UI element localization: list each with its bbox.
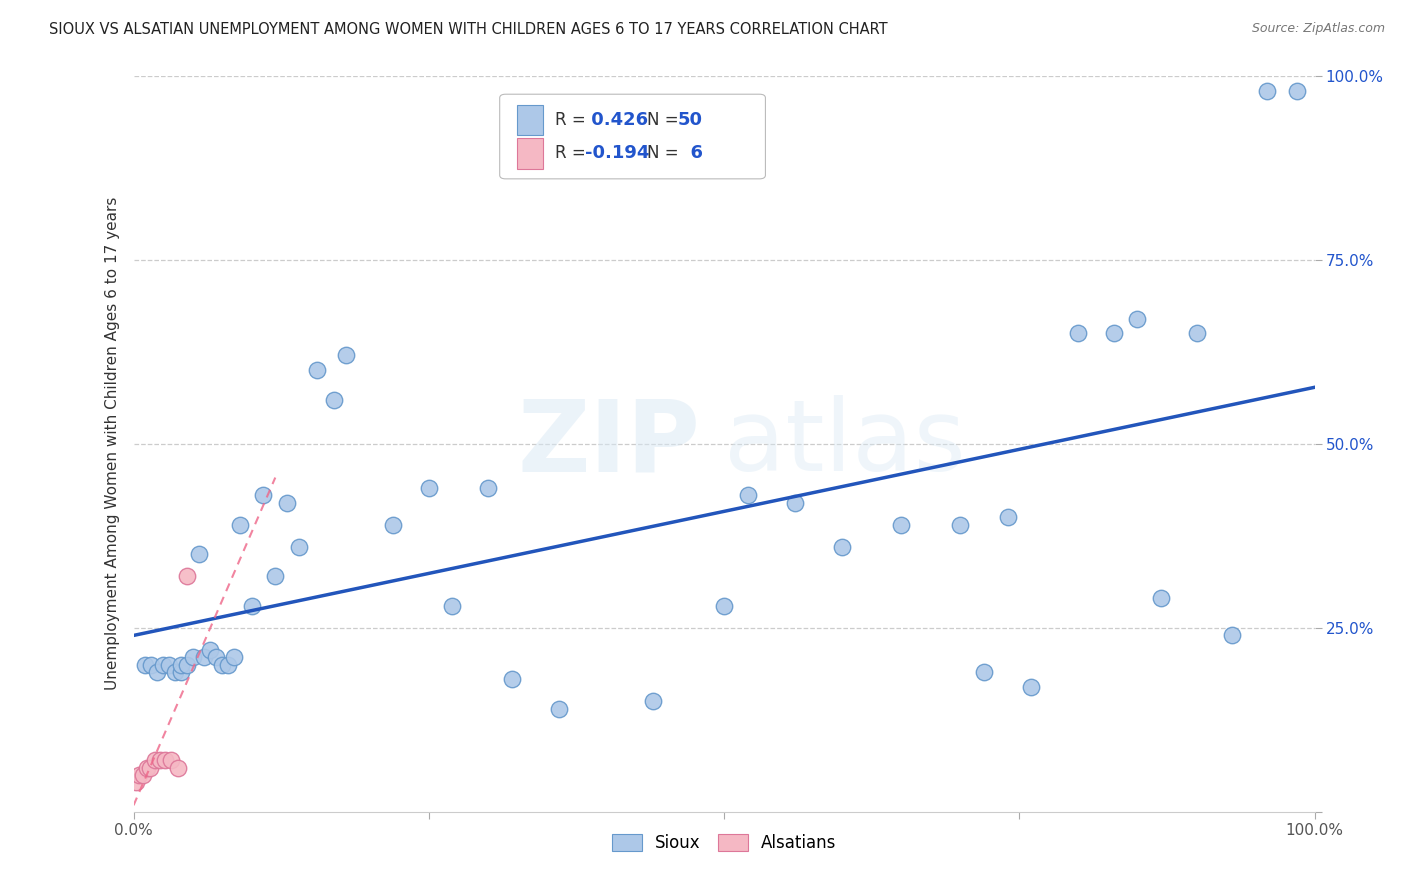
Bar — [517, 104, 543, 136]
FancyBboxPatch shape — [499, 95, 765, 178]
Point — [176, 569, 198, 583]
Point — [783, 496, 806, 510]
Point — [1150, 591, 1173, 606]
Text: ZIP: ZIP — [517, 395, 700, 492]
Point — [211, 657, 233, 672]
Text: atlas: atlas — [724, 395, 966, 492]
Point — [139, 760, 162, 774]
Y-axis label: Unemployment Among Women with Children Ages 6 to 17 years: Unemployment Among Women with Children A… — [104, 197, 120, 690]
Text: SIOUX VS ALSATIAN UNEMPLOYMENT AMONG WOMEN WITH CHILDREN AGES 6 TO 17 YEARS CORR: SIOUX VS ALSATIAN UNEMPLOYMENT AMONG WOM… — [49, 22, 887, 37]
Point — [181, 650, 204, 665]
Point — [135, 760, 157, 774]
Text: R =: R = — [555, 111, 591, 129]
Point — [1067, 326, 1090, 341]
Point — [229, 517, 252, 532]
Point — [305, 363, 328, 377]
Point — [323, 392, 346, 407]
Point — [141, 657, 163, 672]
Point — [949, 517, 972, 532]
Point — [148, 753, 170, 767]
Point — [477, 481, 499, 495]
Point — [200, 642, 222, 657]
Point — [217, 657, 239, 672]
Point — [1285, 83, 1308, 97]
Point — [134, 657, 156, 672]
Point — [163, 665, 186, 679]
Point — [160, 753, 183, 767]
Point — [252, 488, 274, 502]
Text: Source: ZipAtlas.com: Source: ZipAtlas.com — [1251, 22, 1385, 36]
Point — [643, 694, 665, 708]
Point — [152, 657, 174, 672]
Point — [176, 657, 198, 672]
Point — [418, 481, 440, 495]
Text: N =: N = — [647, 145, 685, 162]
Point — [1185, 326, 1208, 341]
Point — [288, 540, 311, 554]
Point — [1126, 311, 1149, 326]
Bar — [517, 137, 543, 169]
Point — [973, 665, 995, 679]
Point — [831, 540, 853, 554]
Point — [1256, 83, 1278, 97]
Point — [128, 768, 150, 782]
Point — [187, 547, 209, 561]
Point — [167, 760, 190, 774]
Point — [132, 768, 155, 782]
Point — [125, 775, 148, 789]
Point — [501, 673, 523, 687]
Point — [264, 569, 287, 583]
Point — [276, 496, 298, 510]
Point — [335, 348, 357, 362]
Text: 6: 6 — [678, 145, 703, 162]
Point — [382, 517, 405, 532]
Point — [713, 599, 735, 613]
Point — [170, 665, 193, 679]
Text: 0.426: 0.426 — [585, 111, 648, 129]
Point — [222, 650, 245, 665]
Point — [441, 599, 464, 613]
Point — [1220, 628, 1243, 642]
Point — [143, 753, 166, 767]
Text: -0.194: -0.194 — [585, 145, 650, 162]
Point — [547, 701, 569, 715]
Text: N =: N = — [647, 111, 685, 129]
Point — [997, 510, 1019, 524]
Point — [737, 488, 759, 502]
Point — [240, 599, 263, 613]
Legend: Sioux, Alsatians: Sioux, Alsatians — [605, 827, 844, 859]
Point — [1019, 680, 1042, 694]
Text: 50: 50 — [678, 111, 703, 129]
Point — [170, 657, 193, 672]
Point — [146, 665, 169, 679]
Point — [193, 650, 215, 665]
Point — [157, 657, 180, 672]
Point — [205, 650, 228, 665]
Point — [1102, 326, 1125, 341]
Text: R =: R = — [555, 145, 591, 162]
Point — [155, 753, 177, 767]
Point — [890, 517, 912, 532]
